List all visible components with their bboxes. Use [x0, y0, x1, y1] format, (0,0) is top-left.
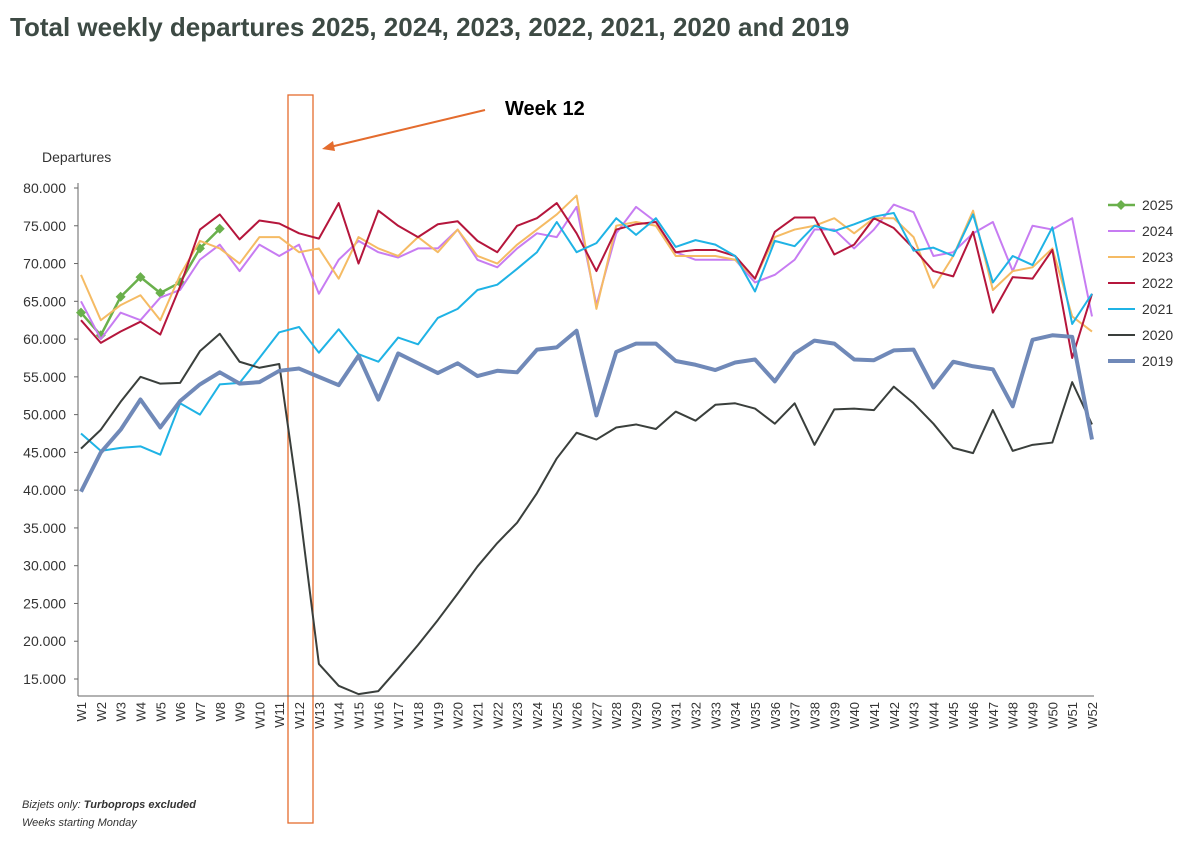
legend-label: 2020 [1142, 327, 1173, 343]
series-line [79, 328, 1094, 493]
y-tick-label: 55.000 [23, 369, 66, 385]
x-tick-label: W22 [490, 702, 505, 729]
legend-label: 2019 [1142, 353, 1173, 369]
y-axis-label: Departures [42, 149, 111, 165]
x-tick-label: W7 [193, 702, 208, 722]
x-tick-label: W5 [153, 702, 168, 722]
x-tick-label: W46 [966, 702, 981, 729]
marker [76, 307, 86, 318]
x-tick-label: W14 [332, 702, 347, 729]
x-tick-label: W43 [907, 702, 922, 729]
legend-label: 2022 [1142, 275, 1173, 291]
x-tick-label: W49 [1026, 702, 1041, 729]
legend-label: 2023 [1142, 249, 1173, 265]
y-tick-label: 40.000 [23, 482, 66, 498]
x-tick-label: W1 [74, 702, 89, 722]
x-tick-label: W29 [629, 702, 644, 729]
plot-area: 15.000 20.000 25.000 30.000 35.000 40.000 45.0… [23, 180, 1173, 729]
series-line [80, 203, 1093, 341]
marker [115, 291, 126, 302]
x-tick-label: W21 [470, 702, 485, 729]
series-line [80, 227, 221, 337]
x-tick-label: W16 [371, 702, 386, 729]
x-tick-label: W2 [94, 702, 109, 722]
x-tick-label: W24 [530, 702, 545, 729]
series-line [80, 194, 1093, 333]
x-tick-label: W35 [748, 702, 763, 729]
arrow [329, 109, 486, 148]
y-tick-label: 70.000 [23, 256, 66, 272]
series-line [80, 332, 1093, 696]
x-tick-label: W34 [728, 702, 743, 729]
x-tick-label: W15 [352, 702, 367, 729]
x-tick-label: W37 [788, 702, 803, 729]
legend-label: 2025 [1142, 197, 1173, 213]
x-tick-label: W50 [1045, 702, 1060, 729]
legend-marker [1116, 200, 1126, 210]
x-tick-label: W39 [827, 702, 842, 729]
x-tick-label: W20 [451, 702, 466, 729]
x-tick-label: W25 [550, 702, 565, 729]
chart-title: Total weekly departures 2025, 2024, 2023… [10, 12, 849, 42]
highlight-box [287, 94, 314, 824]
x-tick-label: W40 [847, 702, 862, 729]
x-tick-label: W10 [252, 702, 267, 729]
y-tick-label: 35.000 [23, 520, 66, 536]
y-tick-label: 80.000 [23, 180, 66, 196]
x-tick-label: W26 [570, 702, 585, 729]
y-tick-label: 75.000 [23, 218, 66, 234]
x-tick-label: W44 [926, 702, 941, 729]
footnote: Bizjets only: Turboprops excluded [22, 799, 196, 811]
x-tick-label: W23 [510, 702, 525, 729]
marker [135, 272, 146, 283]
y-tick-label: 15.000 [23, 671, 66, 687]
footnote-bold: Turboprops excluded [83, 799, 197, 811]
legend-label: 2024 [1142, 223, 1173, 239]
y-tick-label: 45.000 [23, 444, 66, 460]
x-tick-label: W52 [1085, 702, 1100, 729]
x-tick-label: W32 [689, 702, 704, 729]
footnote: Weeks starting Monday [22, 817, 137, 829]
footnote-lead: Bizjets only: [22, 799, 81, 811]
x-tick-label: W31 [669, 702, 684, 729]
x-tick-label: W47 [986, 702, 1001, 729]
x-tick-label: W19 [431, 702, 446, 729]
x-tick-label: W28 [609, 702, 624, 729]
x-tick-label: W42 [887, 702, 902, 729]
x-tick-label: W18 [411, 702, 426, 729]
series-line [80, 211, 1093, 456]
legend-label: 2021 [1142, 301, 1173, 317]
x-tick-label: W51 [1065, 702, 1080, 729]
arrow-head [322, 141, 335, 151]
x-tick-label: W13 [312, 702, 327, 729]
x-tick-label: W33 [708, 702, 723, 729]
marker [214, 223, 225, 234]
x-tick-label: W9 [233, 702, 248, 722]
x-tick-label: W30 [649, 702, 664, 729]
x-tick-label: W3 [114, 702, 129, 722]
x-tick-label: W45 [946, 702, 961, 729]
y-tick-label: 65.000 [23, 293, 66, 309]
x-tick-label: W11 [272, 702, 287, 728]
y-tick-label: 25.000 [23, 595, 66, 611]
x-tick-label: W38 [807, 702, 822, 729]
x-tick-label: W41 [867, 702, 882, 729]
x-tick-label: W6 [173, 702, 188, 722]
x-tick-label: W48 [1006, 702, 1021, 729]
x-tick-label: W17 [391, 702, 406, 729]
x-tick-label: W27 [589, 702, 604, 729]
y-tick-label: 30.000 [23, 558, 66, 574]
x-tick-label: W4 [133, 702, 148, 722]
y-tick-label: 20.000 [23, 633, 66, 649]
annotation: Week 12 [505, 98, 585, 120]
x-tick-label: W12 [292, 702, 307, 729]
y-tick-label: 50.000 [23, 407, 66, 423]
x-tick-label: W8 [213, 702, 228, 722]
x-tick-label: W36 [768, 702, 783, 729]
series-line [80, 202, 1093, 359]
marker [155, 287, 166, 298]
y-tick-label: 60.000 [23, 331, 66, 347]
